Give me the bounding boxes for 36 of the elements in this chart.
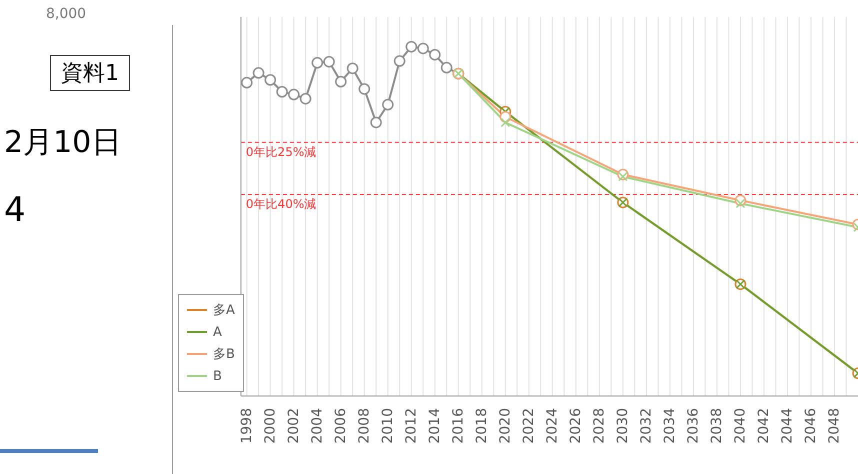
x-tick-label: 2000 bbox=[262, 408, 278, 444]
text: 4 bbox=[4, 190, 26, 230]
x-tick-label: 2012 bbox=[403, 408, 420, 444]
x-tick-label: 2042 bbox=[756, 408, 772, 444]
x-tick-label: 2022 bbox=[520, 408, 537, 444]
legend-label: A bbox=[213, 324, 222, 340]
ref-line-label: 0年比40%減 bbox=[246, 196, 316, 211]
x-tick-label: 2008 bbox=[356, 408, 372, 444]
x-tick-label: 2014 bbox=[426, 408, 443, 444]
x-tick-label: 2040 bbox=[732, 408, 748, 444]
x-tick-label: 2002 bbox=[286, 408, 302, 444]
x-tick-label: 2046 bbox=[802, 408, 819, 444]
text: 2月10日 bbox=[4, 124, 122, 162]
x-tick-label: 1998 bbox=[238, 408, 255, 444]
x-tick-label: 2030 bbox=[614, 408, 631, 444]
x-tick-label: 2038 bbox=[708, 408, 725, 444]
text: 8,000 bbox=[46, 6, 86, 22]
x-tick-label: 2026 bbox=[568, 408, 584, 444]
x-tick-label: 2020 bbox=[497, 408, 514, 444]
legend-label: B bbox=[213, 368, 222, 384]
x-tick-label: 2024 bbox=[544, 408, 560, 444]
x-tick-label: 2034 bbox=[662, 408, 678, 444]
x-tick-label: 2032 bbox=[638, 408, 654, 444]
x-tick-label: 2010 bbox=[380, 408, 396, 444]
x-tick-label: 2004 bbox=[309, 408, 326, 444]
x-tick-label: 2028 bbox=[591, 408, 608, 444]
x-tick-label: 2044 bbox=[779, 408, 796, 444]
ref-line-label: 0年比25%減 bbox=[246, 144, 316, 159]
text: 資料1 bbox=[50, 55, 130, 91]
x-tick-label: 2048 bbox=[826, 408, 842, 444]
x-tick-label: 2016 bbox=[450, 408, 466, 444]
legend-label: 多B bbox=[213, 346, 235, 363]
x-tick-label: 2036 bbox=[685, 408, 702, 444]
x-tick-label: 2018 bbox=[474, 408, 490, 444]
legend-label: 多A bbox=[213, 302, 235, 319]
x-tick-label: 2006 bbox=[332, 408, 349, 444]
